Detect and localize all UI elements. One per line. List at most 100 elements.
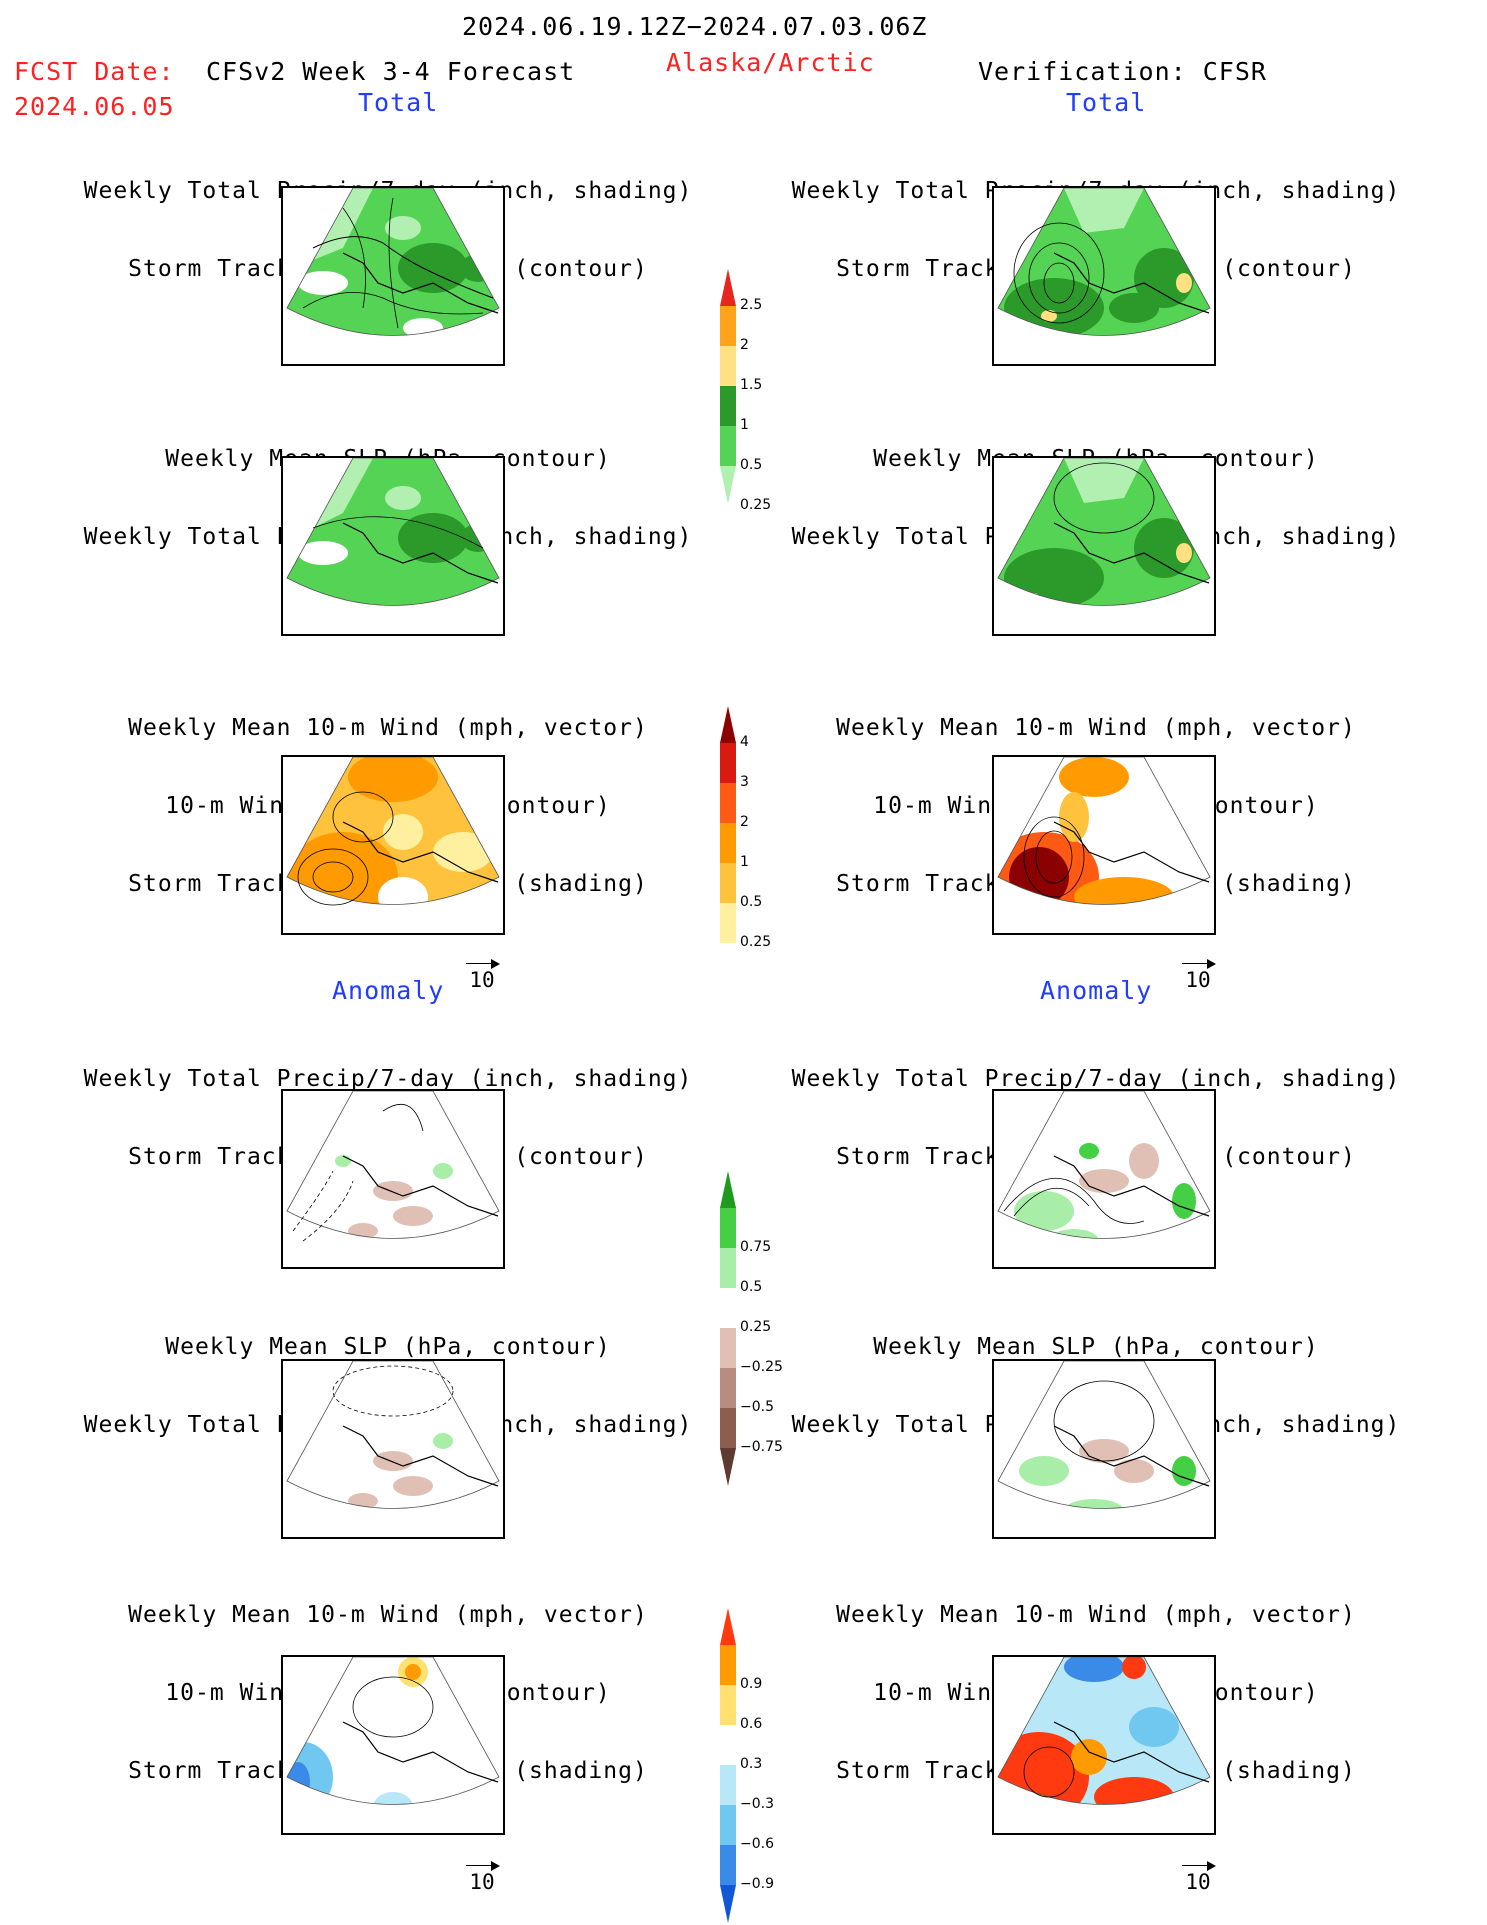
colorbar-segment bbox=[720, 1645, 736, 1685]
colorbar-segment bbox=[720, 823, 736, 863]
colorbar-segment bbox=[720, 743, 736, 783]
colorbar-label: 0.3 bbox=[740, 1756, 763, 1772]
title-line: Weekly Mean 10-m Wind (mph, vector) bbox=[836, 1602, 1356, 1628]
map-precip-storm-fcst-total bbox=[281, 186, 505, 366]
vector-ref-value: 10 bbox=[1185, 1870, 1211, 1894]
map-image bbox=[286, 188, 500, 336]
colorbar-segment bbox=[720, 1408, 736, 1448]
arrow-icon bbox=[1178, 959, 1218, 969]
colorbar-label: 1.5 bbox=[740, 377, 763, 393]
vector-ref-ver-anom: 10 bbox=[1178, 1861, 1218, 1894]
section-anomaly-right: Anomaly bbox=[1040, 976, 1153, 1005]
colorbar-segment bbox=[720, 1448, 736, 1486]
map-precip-storm-ver-anom bbox=[992, 1089, 1216, 1269]
vector-ref-ver-total: 10 bbox=[1178, 959, 1218, 992]
colorbar-label: 0.25 bbox=[740, 934, 772, 950]
map-wind-storm-fcst-anom bbox=[281, 1655, 505, 1835]
colorbar-segment bbox=[720, 1725, 736, 1765]
title-line: Weekly Mean SLP (hPa, contour) bbox=[165, 1334, 611, 1360]
colorbar-segment bbox=[720, 1885, 736, 1923]
arrow-icon bbox=[1178, 1861, 1218, 1871]
map-precip-storm-fcst-anom bbox=[281, 1089, 505, 1269]
colorbar-segment bbox=[720, 943, 736, 981]
colorbar-segment bbox=[720, 1368, 736, 1408]
map-slp-precip-fcst-total bbox=[281, 456, 505, 636]
title-line: Weekly Total Precip/7-day (inch, shading… bbox=[83, 1066, 693, 1092]
colorbar-label: −0.9 bbox=[740, 1876, 774, 1892]
colorbar-segment bbox=[720, 1845, 736, 1885]
colorbar-segment bbox=[720, 1608, 736, 1645]
vector-ref-value: 10 bbox=[469, 1870, 495, 1894]
title-line: Weekly Mean SLP (hPa, contour) bbox=[873, 1334, 1319, 1360]
colorbar-label: 2 bbox=[740, 337, 749, 353]
colorbar-label: 0.75 bbox=[740, 1239, 772, 1255]
fcst-date-value: 2024.06.05 bbox=[14, 92, 175, 121]
colorbar-segment bbox=[720, 1288, 736, 1328]
model-title: CFSv2 Week 3-4 Forecast bbox=[206, 57, 576, 86]
colorbar-segment bbox=[720, 386, 736, 426]
colorbar-label: 4 bbox=[740, 734, 749, 750]
colorbar-storm-anom: 0.9 0.6 0.3 −0.3 −0.6 −0.9 bbox=[720, 1607, 774, 1925]
arrow-icon bbox=[462, 1861, 502, 1871]
colorbar-segment bbox=[720, 306, 736, 346]
colorbar-label: 0.25 bbox=[740, 1319, 772, 1335]
map-slp-precip-fcst-anom bbox=[281, 1359, 505, 1539]
map-image bbox=[286, 1657, 500, 1805]
vector-ref-fcst-anom: 10 bbox=[462, 1861, 502, 1894]
colorbar-label: 2 bbox=[740, 814, 749, 830]
colorbar-segment bbox=[720, 1328, 736, 1368]
map-image bbox=[286, 757, 500, 906]
colorbar-label: 1 bbox=[740, 417, 749, 433]
colorbar-segment bbox=[720, 1805, 736, 1845]
colorbar-segment bbox=[720, 783, 736, 823]
colorbar-segment bbox=[720, 1171, 736, 1208]
colorbar-segment bbox=[720, 466, 736, 504]
colorbar-precip-anom: 0.75 0.5 0.25 −0.25 −0.5 −0.75 bbox=[720, 1170, 783, 1488]
colorbar-label: 2.5 bbox=[740, 297, 763, 313]
colorbar-segment bbox=[720, 346, 736, 386]
vector-ref-value: 10 bbox=[1185, 968, 1211, 992]
title-line: Weekly Mean 10-m Wind (mph, vector) bbox=[128, 715, 648, 741]
colorbar-label: −0.5 bbox=[740, 1399, 774, 1415]
arrow-icon bbox=[462, 959, 502, 969]
colorbar-label: −0.25 bbox=[740, 1359, 783, 1375]
colorbar-label: 0.5 bbox=[740, 894, 763, 910]
section-total-right: Total bbox=[1066, 88, 1147, 117]
vector-ref-fcst-total: 10 bbox=[462, 959, 502, 992]
colorbar-label: 0.9 bbox=[740, 1676, 763, 1692]
vector-ref-value: 10 bbox=[469, 968, 495, 992]
map-image bbox=[286, 458, 500, 606]
map-image bbox=[997, 757, 1211, 905]
colorbar-label: 0.5 bbox=[740, 457, 763, 473]
colorbar-label: −0.6 bbox=[740, 1836, 774, 1852]
map-image bbox=[997, 1657, 1211, 1805]
colorbar-precip-total: 2.5 2 1.5 1 0.5 0.25 bbox=[720, 268, 771, 513]
colorbar-segment bbox=[720, 1685, 736, 1725]
map-wind-storm-fcst-total bbox=[281, 755, 505, 935]
colorbar-segment bbox=[720, 426, 736, 466]
map-image bbox=[286, 1361, 500, 1509]
colorbar-segment bbox=[720, 1208, 736, 1248]
colorbar-label: 3 bbox=[740, 774, 749, 790]
colorbar-label: 0.5 bbox=[740, 1279, 763, 1295]
colorbar-label: 1 bbox=[740, 854, 749, 870]
fcst-date-label: FCST Date: bbox=[14, 57, 175, 86]
title-line: Weekly Mean 10-m Wind (mph, vector) bbox=[836, 715, 1356, 741]
section-anomaly-left: Anomaly bbox=[332, 976, 445, 1005]
map-image bbox=[997, 188, 1211, 336]
map-image bbox=[997, 1091, 1211, 1239]
section-total-left: Total bbox=[358, 88, 439, 117]
colorbar-label: 0.25 bbox=[740, 497, 772, 513]
map-image bbox=[286, 1091, 500, 1242]
colorbar-storm-total: 4 3 2 1 0.5 0.25 bbox=[720, 705, 771, 983]
region-label: Alaska/Arctic bbox=[666, 48, 875, 77]
period-title: 2024.06.19.12Z−2024.07.03.06Z bbox=[462, 12, 928, 41]
colorbar-svg bbox=[720, 269, 736, 504]
colorbar-segment bbox=[720, 863, 736, 903]
colorbar-segment bbox=[720, 1248, 736, 1288]
title-line: Weekly Total Precip/7-day (inch, shading… bbox=[791, 1066, 1401, 1092]
colorbar-label: 0.6 bbox=[740, 1716, 763, 1732]
map-slp-precip-ver-anom bbox=[992, 1359, 1216, 1539]
colorbar-segment bbox=[720, 706, 736, 743]
colorbar-svg bbox=[720, 706, 736, 981]
